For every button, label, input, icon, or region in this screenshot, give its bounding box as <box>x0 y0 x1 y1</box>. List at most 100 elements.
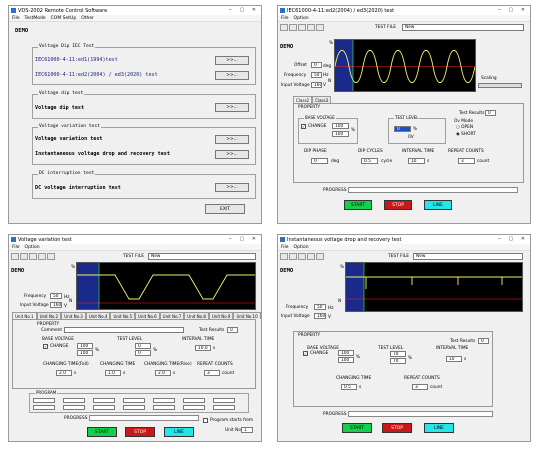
menu-testmode[interactable]: TestMode <box>24 15 46 21</box>
save-icon[interactable] <box>298 253 306 260</box>
tab-class3[interactable]: Class3 <box>312 96 332 103</box>
print-icon[interactable] <box>316 253 324 260</box>
changing-time-rise-field[interactable]: 2.0 <box>155 370 171 376</box>
tab-unit-8[interactable]: Unit No.8 <box>184 312 209 319</box>
program-step-1-select[interactable] <box>33 398 55 403</box>
new-file-icon[interactable] <box>280 24 288 31</box>
ov-short-radio[interactable]: ◉ SHORT <box>456 132 476 137</box>
changing-time-fall-field[interactable]: 2.0 <box>56 370 72 376</box>
offset-field[interactable]: 0 <box>311 62 322 68</box>
window-controls[interactable]: ‒ ▢ ✕ <box>497 7 528 13</box>
stop-button[interactable]: STOP <box>382 423 412 433</box>
ov-open-radio[interactable]: ○ OPEN <box>456 125 474 130</box>
start-button[interactable]: START <box>342 423 372 433</box>
comment-field[interactable] <box>64 327 184 333</box>
program-step-8-select[interactable] <box>33 405 55 410</box>
new-file-icon[interactable] <box>280 253 288 260</box>
program-step-5-select[interactable] <box>153 398 175 403</box>
open-file-icon[interactable] <box>289 24 297 31</box>
unit-no-field[interactable]: 1 <box>241 427 253 433</box>
test-level-field-2[interactable]: 70 <box>390 358 406 364</box>
menu-file[interactable]: File <box>12 15 20 21</box>
print-icon[interactable] <box>47 253 55 260</box>
tab-class2[interactable]: Class2 <box>293 96 313 103</box>
test-results-select[interactable]: 0 <box>478 338 489 344</box>
tab-unit-9[interactable]: Unit No.9 <box>208 312 234 319</box>
save-as-icon[interactable] <box>38 253 46 260</box>
frequency-field[interactable]: 50 <box>50 293 62 299</box>
program-start-checkbox[interactable] <box>203 418 208 423</box>
menu-option[interactable]: Option <box>293 244 309 250</box>
window-controls[interactable]: ‒ ▢ ✕ <box>497 236 528 242</box>
tab-unit-1[interactable]: Unit No.1 <box>12 312 37 319</box>
save-icon[interactable] <box>29 253 37 260</box>
interval-time-field[interactable]: 10.0 <box>195 345 211 351</box>
tab-unit-5[interactable]: Unit No.5 <box>110 312 136 319</box>
menu-file[interactable]: File <box>12 244 20 250</box>
program-step-6-select[interactable] <box>183 398 205 403</box>
tab-unit-10[interactable]: Unit No.10 <box>233 312 261 319</box>
instantaneous-open-button[interactable]: >>... <box>215 150 249 159</box>
voltage-dip-open-button[interactable]: >>... <box>215 103 249 112</box>
base-voltage-field-2[interactable]: 100 <box>77 350 93 356</box>
base-voltage-field-1[interactable]: 100 <box>332 123 349 129</box>
test-level-field-1[interactable]: 0 <box>135 343 151 349</box>
scaling-slider[interactable] <box>478 83 522 88</box>
menu-com-setup[interactable]: COM SetUp <box>50 15 77 21</box>
tab-unit-3[interactable]: Unit No.3 <box>61 312 86 319</box>
dip-phase-select[interactable]: 0 <box>311 158 328 164</box>
base-voltage-field-1[interactable]: 100 <box>77 343 93 349</box>
program-step-2-select[interactable] <box>63 398 85 403</box>
test-level-select[interactable]: 0 <box>394 126 411 132</box>
program-step-12-select[interactable] <box>153 405 175 410</box>
print-icon[interactable] <box>316 24 324 31</box>
frequency-field[interactable]: 50 <box>311 72 322 78</box>
new-file-icon[interactable] <box>11 253 19 260</box>
base-voltage-field-1[interactable]: 100 <box>338 350 354 356</box>
voltage-variation-open-button[interactable]: >>... <box>215 135 249 144</box>
program-step-7-select[interactable] <box>213 398 235 403</box>
iec-ed2-open-button[interactable]: >>... <box>215 71 249 80</box>
menu-option[interactable]: Option <box>24 244 40 250</box>
start-button[interactable]: START <box>344 200 372 210</box>
save-icon[interactable] <box>298 24 306 31</box>
base-voltage-field-2[interactable]: 100 <box>332 131 349 137</box>
interval-time-field[interactable]: 10 <box>446 356 462 362</box>
dip-cycles-select[interactable]: 0.5 <box>361 158 378 164</box>
window-controls[interactable]: ‒ ▢ ✕ <box>228 236 259 242</box>
save-as-icon[interactable] <box>307 253 315 260</box>
line-button[interactable]: LINE <box>164 427 194 437</box>
program-step-13-select[interactable] <box>183 405 205 410</box>
repeat-counts-field[interactable]: 3 <box>458 158 475 164</box>
program-step-11-select[interactable] <box>123 405 145 410</box>
exit-button[interactable]: EXIT <box>205 204 245 214</box>
frequency-field[interactable]: 50 <box>314 304 326 310</box>
menu-file[interactable]: File <box>281 244 289 250</box>
test-results-select[interactable]: 0 <box>227 327 238 333</box>
stop-button[interactable]: STOP <box>125 427 155 437</box>
program-step-9-select[interactable] <box>63 405 85 410</box>
tab-unit-6[interactable]: Unit No.6 <box>135 312 160 319</box>
change-checkbox[interactable]: ✓ <box>303 351 308 356</box>
open-file-icon[interactable] <box>20 253 28 260</box>
change-checkbox[interactable]: ✓ <box>43 344 48 349</box>
test-level-field-2[interactable]: 0 <box>135 350 151 356</box>
interval-time-field[interactable]: 10 <box>408 158 425 164</box>
start-button[interactable]: START <box>87 427 117 437</box>
line-button[interactable]: LINE <box>424 200 452 210</box>
tab-unit-4[interactable]: Unit No.4 <box>85 312 111 319</box>
save-as-icon[interactable] <box>307 24 315 31</box>
tab-unit-2[interactable]: Unit No.2 <box>36 312 62 319</box>
repeat-counts-field[interactable]: 3 <box>412 384 428 390</box>
repeat-counts-field[interactable]: 3 <box>204 370 220 376</box>
window-controls[interactable]: ‒ ▢ ✕ <box>228 7 259 13</box>
menu-file[interactable]: File <box>281 15 289 21</box>
program-step-10-select[interactable] <box>93 405 115 410</box>
test-results-select[interactable]: 0 <box>485 110 496 116</box>
program-step-14-select[interactable] <box>213 405 235 410</box>
iec-ed1-open-button[interactable]: >>... <box>215 56 249 65</box>
open-file-icon[interactable] <box>289 253 297 260</box>
stop-button[interactable]: STOP <box>384 200 412 210</box>
base-voltage-field-2[interactable]: 100 <box>338 357 354 363</box>
dc-interruption-open-button[interactable]: >>... <box>215 183 249 192</box>
